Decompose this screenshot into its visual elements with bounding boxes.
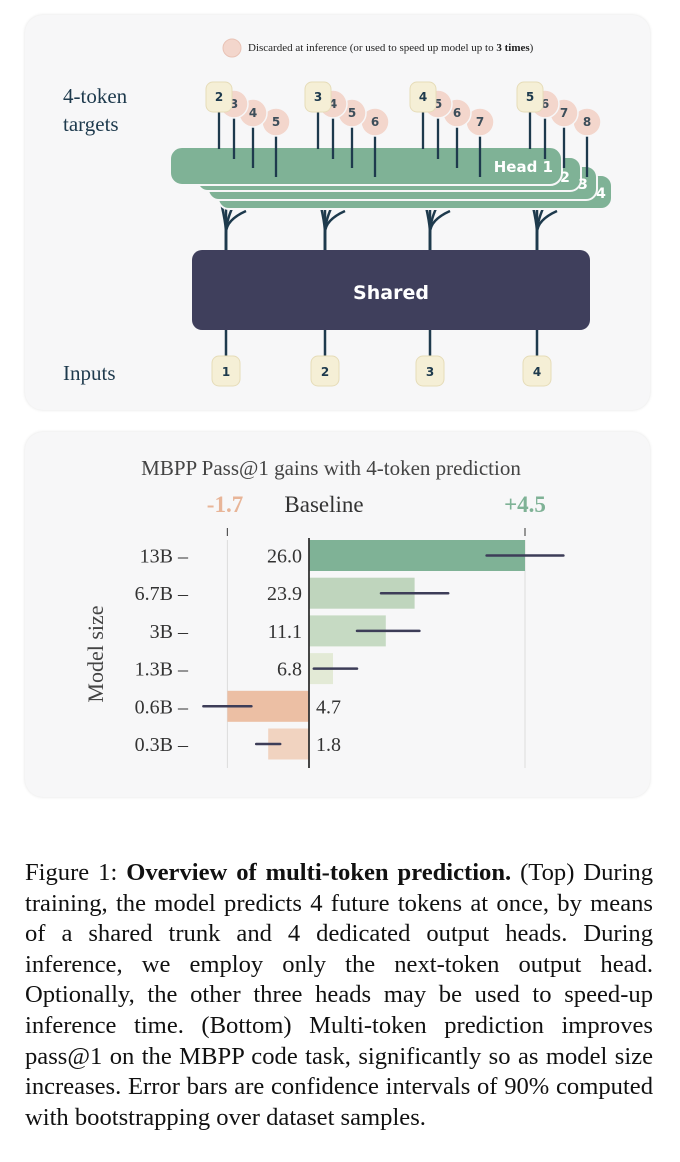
baseline-value-label: 26.0 bbox=[267, 546, 302, 568]
target-token-label: 7 bbox=[560, 106, 568, 120]
category-label: 3B – bbox=[150, 621, 189, 643]
next-token-box bbox=[205, 81, 233, 113]
mbpp-chart-panel: MBPP Pass@1 gains with 4-token predictio… bbox=[25, 432, 650, 797]
head-3-label: 3 bbox=[578, 177, 588, 193]
input-token-label: 3 bbox=[426, 365, 434, 379]
target-token-label: 5 bbox=[272, 115, 280, 129]
input-token-box bbox=[310, 355, 340, 387]
discarded-token-swatch bbox=[222, 38, 242, 58]
target-token-label: 7 bbox=[476, 115, 484, 129]
inputs-label: Inputs bbox=[63, 361, 116, 385]
baseline-label: Baseline bbox=[284, 492, 363, 517]
legend-text: Discarded at inference (or used to speed… bbox=[248, 42, 534, 54]
input-tokens: 1 2 3 4 bbox=[211, 355, 552, 387]
target-stems bbox=[217, 107, 589, 177]
output-heads: Head 1 2 3 4 bbox=[169, 146, 613, 210]
baseline-value-label: 4.7 bbox=[316, 696, 341, 718]
chart-marks: 13B – 26.0 6.7B – 23.9 3B – 11.1 1.3B – 6.8 0.6B… bbox=[135, 528, 565, 768]
fan-stem bbox=[323, 209, 346, 250]
mbpp-gains-chart: MBPP Pass@1 gains with 4-token predictio… bbox=[83, 456, 565, 768]
input-token-label: 2 bbox=[321, 365, 329, 379]
shared-label: Shared bbox=[353, 282, 429, 304]
next-token-box bbox=[409, 81, 437, 113]
target-token-label: 4 bbox=[419, 90, 427, 104]
category-label: 6.7B – bbox=[135, 583, 189, 605]
target-token-label: 4 bbox=[249, 106, 257, 120]
input-token-label: 4 bbox=[533, 365, 541, 379]
targets-label-line1: 4-token bbox=[63, 84, 128, 108]
target-token-label: 5 bbox=[526, 90, 534, 104]
next-token-box bbox=[304, 81, 332, 113]
target-token-label: 5 bbox=[348, 106, 356, 120]
baseline-value-label: 11.1 bbox=[268, 621, 302, 643]
max-gain-label: +4.5 bbox=[504, 492, 546, 517]
figure-caption: Figure 1: Overview of multi-token predic… bbox=[25, 858, 653, 1133]
architecture-diagram: Discarded at inference (or used to speed… bbox=[63, 38, 613, 387]
caption-title: Overview of multi-token prediction. bbox=[126, 859, 512, 886]
caption-prefix: Figure 1: bbox=[25, 859, 127, 886]
caption-body: (Top) During training, the model predict… bbox=[25, 859, 654, 1131]
architecture-diagram-panel: Discarded at inference (or used to speed… bbox=[25, 15, 650, 410]
min-gain-label: -1.7 bbox=[207, 492, 243, 517]
shared-trunk bbox=[192, 250, 590, 330]
input-token-label: 1 bbox=[222, 365, 230, 379]
fan-stem bbox=[224, 209, 247, 250]
input-stems bbox=[224, 330, 539, 360]
target-token-label: 6 bbox=[541, 97, 549, 111]
chart-title: MBPP Pass@1 gains with 4-token predictio… bbox=[141, 456, 521, 480]
targets-label-line2: targets bbox=[63, 112, 119, 136]
fan-stem bbox=[428, 209, 451, 250]
next-token-box bbox=[516, 81, 544, 113]
legend: Discarded at inference (or used to speed… bbox=[222, 38, 534, 58]
baseline-value-label: 23.9 bbox=[267, 583, 302, 605]
input-token-box bbox=[522, 355, 552, 387]
target-token-label: 2 bbox=[215, 90, 223, 104]
head-1-label: Head 1 bbox=[494, 158, 553, 176]
target-token-label: 3 bbox=[230, 97, 238, 111]
category-label: 0.3B – bbox=[135, 734, 189, 756]
head-1 bbox=[169, 146, 563, 186]
head-4-label: 4 bbox=[596, 186, 606, 202]
category-label: 0.6B – bbox=[135, 696, 189, 718]
baseline-value-label: 6.8 bbox=[277, 659, 302, 681]
input-token-box bbox=[415, 355, 445, 387]
category-label: 13B – bbox=[140, 546, 189, 568]
target-token-label: 5 bbox=[434, 97, 442, 111]
input-token-box bbox=[211, 355, 241, 387]
target-token-label: 4 bbox=[329, 97, 337, 111]
target-token-label: 8 bbox=[583, 115, 591, 129]
baseline-value-label: 1.8 bbox=[316, 734, 341, 756]
target-token-label: 6 bbox=[371, 115, 379, 129]
category-label: 1.3B – bbox=[135, 659, 189, 681]
head-2-label: 2 bbox=[560, 170, 570, 186]
target-token-label: 3 bbox=[314, 90, 322, 104]
fan-stem bbox=[535, 209, 558, 250]
target-token-label: 6 bbox=[453, 106, 461, 120]
y-axis-label: Model size bbox=[83, 605, 108, 702]
